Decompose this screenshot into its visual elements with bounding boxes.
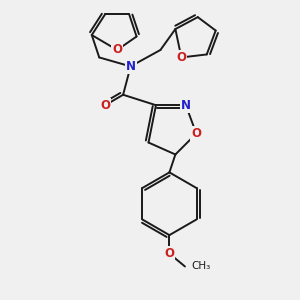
Text: CH₃: CH₃: [191, 262, 210, 272]
Text: O: O: [176, 51, 186, 64]
Text: O: O: [100, 99, 110, 112]
Text: N: N: [126, 60, 136, 73]
Text: N: N: [181, 99, 191, 112]
Text: O: O: [112, 44, 122, 56]
Text: O: O: [164, 247, 174, 260]
Text: O: O: [191, 127, 201, 140]
